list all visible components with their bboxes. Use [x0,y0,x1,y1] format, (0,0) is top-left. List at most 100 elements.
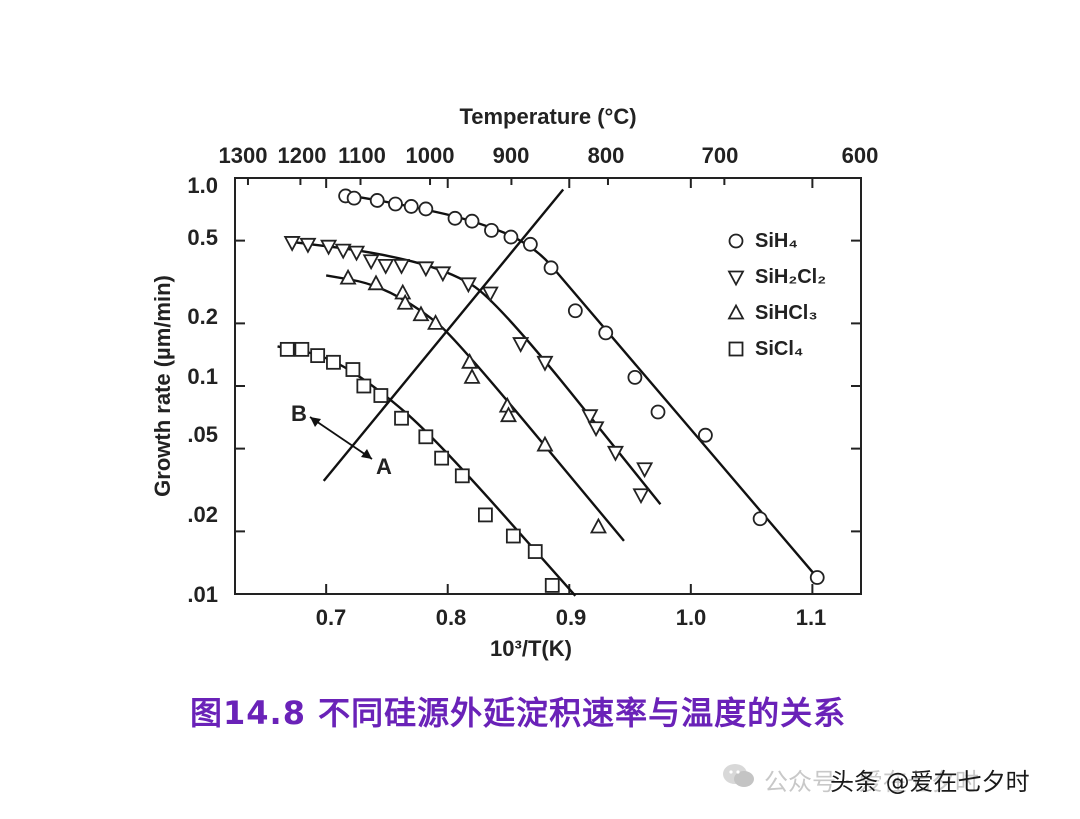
y-tick-label: .01 [187,582,218,607]
data-point [294,341,310,357]
data-point [412,305,430,322]
data-point [454,468,470,484]
data-point [464,213,480,229]
top-tick-label: 900 [493,143,530,168]
arrowhead-b [310,417,321,427]
data-point [369,193,385,208]
data-point [356,378,372,394]
data-point [434,450,450,466]
data-point [503,229,519,245]
data-point [427,313,445,330]
data-point [377,259,395,275]
data-point [388,196,403,212]
data-point [567,303,583,319]
data-point [417,261,435,278]
legend: SiH₄ SiH₂Cl₂ SiHCl₃ SiCl₄ [727,230,826,360]
tick-marks [235,177,861,595]
watermark-strong: 头条 @爱在七夕时 [830,768,1030,796]
data-point [650,404,666,420]
legend-marker [727,303,745,320]
data-point [362,254,380,271]
legend-marker [727,270,745,287]
legend-marker [728,341,744,357]
annotation-arrow [309,416,373,460]
data-point [481,286,499,303]
data-point [809,570,825,585]
data-point [418,429,434,445]
top-tick-label: 700 [702,143,739,168]
data-point [348,245,366,262]
data-point [698,427,713,443]
data-point [346,190,362,206]
data-point [536,435,554,452]
data-point [320,239,338,256]
annotation-label-b: B [291,401,307,426]
figure-caption: 图14.8 不同硅源外延淀积速率与温度的关系 [190,694,847,732]
series-2 [325,268,625,542]
y-tick-label: 1.0 [187,173,218,198]
series-0 [338,188,825,585]
data-point [394,283,412,300]
legend-label-sicl4: SiCl₄ [755,338,803,360]
data-point [339,268,357,285]
x-tick-label: 0.7 [316,605,347,630]
x-tick-label: 0.9 [556,605,587,630]
y-tick-label: 0.5 [187,225,218,250]
data-point [367,274,385,291]
data-point [632,488,650,505]
top-tick-label: 600 [842,143,879,168]
data-point [310,348,326,364]
data-point [434,266,452,283]
data-point [418,201,434,217]
fit-line [345,193,820,580]
arrowhead-a [361,449,372,459]
data-point [279,341,295,357]
wechat-icon [723,764,754,787]
data-point [345,362,361,377]
data-point [544,577,560,593]
x-axis-ticks: 0.7 0.8 0.9 1.0 1.1 [316,605,827,630]
y-tick-label: 0.1 [187,364,218,389]
legend-marker [728,233,744,249]
y-tick-label: 0.2 [187,304,218,329]
data-point [543,260,559,276]
data-point [461,352,479,369]
watermark-light: 公众号 · 爱在七夕时 [764,768,979,796]
x-axis-title: 10³/T(K) [490,636,572,661]
data-point [477,507,493,523]
data-point [589,517,607,534]
data-point [299,237,317,254]
data-point [283,236,301,252]
data-point [394,410,409,426]
y-axis-ticks: 1.0 0.5 0.2 0.1 .05 .02 .01 [187,173,218,607]
top-tick-label: 800 [588,143,625,168]
data-point [393,259,411,275]
data-point [581,409,599,426]
legend-label-sih2cl2: SiH₂Cl₂ [755,266,826,288]
data-point [447,210,463,226]
data-point [606,445,624,462]
data-point [527,544,543,559]
data-point [512,337,530,353]
fit-line [295,241,662,506]
series-1 [283,236,662,506]
data-point [536,355,554,372]
data-point [463,367,481,384]
data-point [484,222,499,238]
x-tick-label: 1.0 [676,605,707,630]
data-point [587,421,605,438]
series-layer [277,188,825,597]
data-point [334,243,352,260]
annotation-label-a: A [376,454,392,479]
top-tick-label: 1000 [406,143,455,168]
top-tick-label: 1100 [338,143,386,168]
data-point [373,388,389,403]
data-point [598,325,614,341]
data-point [505,528,521,544]
top-tick-label: 1200 [278,143,327,168]
data-point [499,406,518,423]
data-point [627,369,643,385]
y-tick-label: .05 [187,422,218,447]
x-tick-label: 1.1 [796,605,827,630]
y-tick-label: .02 [187,502,218,527]
